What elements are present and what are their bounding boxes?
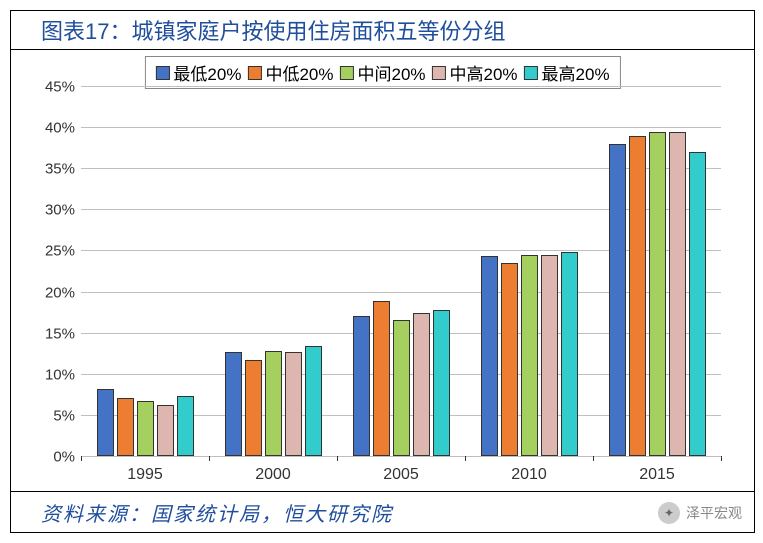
y-axis-label: 5% (53, 407, 81, 424)
legend-swatch (247, 66, 261, 80)
x-axis-label: 1995 (127, 456, 163, 484)
x-axis-label: 2010 (511, 456, 547, 484)
axis-tick (209, 456, 210, 461)
legend-item: 最低20% (155, 60, 241, 85)
legend-swatch (339, 66, 353, 80)
axis-tick (593, 456, 594, 461)
legend-label: 中间20% (357, 60, 425, 85)
legend-item: 中高20% (432, 60, 518, 85)
bar (265, 351, 282, 456)
bar (669, 132, 686, 456)
bar (137, 401, 154, 456)
y-axis-label: 30% (45, 202, 81, 219)
bar (157, 405, 174, 456)
legend: 最低20% 中低20% 中间20% 中高20% 最高20% (144, 56, 620, 89)
watermark-text: 泽平宏观 (686, 503, 742, 523)
plot-area: 0%5%10%15%20%25%30%35%40%45%199520002005… (81, 86, 721, 456)
axis-tick (81, 456, 82, 461)
bar (305, 346, 322, 456)
bar (285, 352, 302, 456)
y-axis-label: 10% (45, 366, 81, 383)
y-axis-label: 40% (45, 120, 81, 137)
bar (117, 398, 134, 456)
legend-item: 中低20% (247, 60, 333, 85)
y-axis-label: 45% (45, 79, 81, 96)
axis-tick (721, 456, 722, 461)
legend-label: 中高20% (450, 60, 518, 85)
bar (609, 144, 626, 456)
bar (561, 252, 578, 456)
legend-swatch (524, 66, 538, 80)
axis-tick (465, 456, 466, 461)
gridline: 40% (81, 127, 721, 128)
legend-label: 最高20% (542, 60, 610, 85)
wechat-icon: ✦ (658, 502, 680, 524)
chart-title: 图表17：城镇家庭户按使用住房面积五等份分组 (11, 11, 754, 50)
legend-swatch (155, 66, 169, 80)
y-axis-label: 20% (45, 284, 81, 301)
bar (629, 136, 646, 456)
legend-label: 中低20% (265, 60, 333, 85)
bar (177, 396, 194, 456)
bar (353, 316, 370, 456)
bar (521, 255, 538, 456)
source-text: 资料来源：国家统计局，恒大研究院 (11, 491, 754, 532)
bar (225, 352, 242, 456)
axis-tick (337, 456, 338, 461)
bar (649, 132, 666, 456)
bar (393, 320, 410, 456)
bar (689, 152, 706, 456)
bar (97, 389, 114, 456)
legend-item: 最高20% (524, 60, 610, 85)
legend-label: 最低20% (173, 60, 241, 85)
x-axis-label: 2015 (639, 456, 675, 484)
bar (541, 255, 558, 456)
y-axis-label: 25% (45, 243, 81, 260)
y-axis-label: 15% (45, 325, 81, 342)
bar (481, 256, 498, 456)
bar (433, 310, 450, 456)
gridline: 45% (81, 86, 721, 87)
y-axis-label: 35% (45, 161, 81, 178)
bar (373, 301, 390, 456)
legend-swatch (432, 66, 446, 80)
bar (245, 360, 262, 456)
bar (501, 263, 518, 456)
bar (413, 313, 430, 456)
x-axis-label: 2005 (383, 456, 419, 484)
x-axis-label: 2000 (255, 456, 291, 484)
watermark: ✦ 泽平宏观 (658, 502, 742, 524)
chart-container: 图表17：城镇家庭户按使用住房面积五等份分组 最低20% 中低20% 中间20% 中高… (10, 10, 755, 533)
legend-item: 中间20% (339, 60, 425, 85)
y-axis-label: 0% (53, 449, 81, 466)
